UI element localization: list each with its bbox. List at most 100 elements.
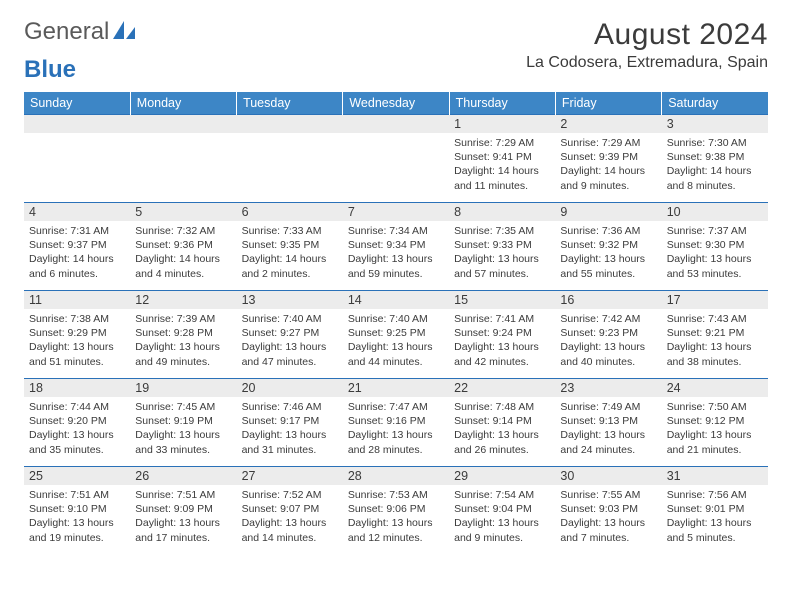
sunset-text: Sunset: 9:30 PM [667,238,763,252]
sunset-text: Sunset: 9:39 PM [560,150,656,164]
day-number: 23 [555,379,661,397]
daylight-text: Daylight: 13 hours and 12 minutes. [348,516,444,544]
sunset-text: Sunset: 9:33 PM [454,238,550,252]
day-number: 5 [130,203,236,221]
daylight-text: Daylight: 13 hours and 49 minutes. [135,340,231,368]
sunset-text: Sunset: 9:03 PM [560,502,656,516]
day-info: Sunrise: 7:34 AMSunset: 9:34 PMDaylight:… [343,221,449,284]
sunrise-text: Sunrise: 7:53 AM [348,488,444,502]
day-number: 28 [343,467,449,485]
calendar-day-cell: 31Sunrise: 7:56 AMSunset: 9:01 PMDayligh… [662,467,768,555]
day-header: Saturday [662,92,768,115]
sunrise-text: Sunrise: 7:35 AM [454,224,550,238]
sunset-text: Sunset: 9:41 PM [454,150,550,164]
day-number: 19 [130,379,236,397]
daylight-text: Daylight: 13 hours and 21 minutes. [667,428,763,456]
day-info: Sunrise: 7:45 AMSunset: 9:19 PMDaylight:… [130,397,236,460]
sunrise-text: Sunrise: 7:37 AM [667,224,763,238]
calendar-day-cell: 29Sunrise: 7:54 AMSunset: 9:04 PMDayligh… [449,467,555,555]
calendar-body: 1Sunrise: 7:29 AMSunset: 9:41 PMDaylight… [24,115,768,555]
calendar-day-cell [343,115,449,203]
calendar-day-cell: 7Sunrise: 7:34 AMSunset: 9:34 PMDaylight… [343,203,449,291]
sunrise-text: Sunrise: 7:51 AM [135,488,231,502]
sunrise-text: Sunrise: 7:46 AM [242,400,338,414]
day-info: Sunrise: 7:52 AMSunset: 9:07 PMDaylight:… [237,485,343,548]
daylight-text: Daylight: 13 hours and 33 minutes. [135,428,231,456]
calendar-day-cell: 28Sunrise: 7:53 AMSunset: 9:06 PMDayligh… [343,467,449,555]
sunset-text: Sunset: 9:32 PM [560,238,656,252]
day-info: Sunrise: 7:42 AMSunset: 9:23 PMDaylight:… [555,309,661,372]
day-number: 10 [662,203,768,221]
daylight-text: Daylight: 13 hours and 26 minutes. [454,428,550,456]
day-info: Sunrise: 7:30 AMSunset: 9:38 PMDaylight:… [662,133,768,196]
day-number: 16 [555,291,661,309]
daylight-text: Daylight: 13 hours and 35 minutes. [29,428,125,456]
day-number: 17 [662,291,768,309]
location: La Codosera, Extremadura, Spain [526,54,768,72]
sunset-text: Sunset: 9:38 PM [667,150,763,164]
daylight-text: Daylight: 13 hours and 5 minutes. [667,516,763,544]
calendar-week-row: 25Sunrise: 7:51 AMSunset: 9:10 PMDayligh… [24,467,768,555]
daylight-text: Daylight: 13 hours and 59 minutes. [348,252,444,280]
day-info: Sunrise: 7:50 AMSunset: 9:12 PMDaylight:… [662,397,768,460]
sunset-text: Sunset: 9:13 PM [560,414,656,428]
calendar-week-row: 18Sunrise: 7:44 AMSunset: 9:20 PMDayligh… [24,379,768,467]
day-info: Sunrise: 7:53 AMSunset: 9:06 PMDaylight:… [343,485,449,548]
day-number: 15 [449,291,555,309]
calendar-day-cell: 3Sunrise: 7:30 AMSunset: 9:38 PMDaylight… [662,115,768,203]
sunset-text: Sunset: 9:28 PM [135,326,231,340]
sunset-text: Sunset: 9:35 PM [242,238,338,252]
daylight-text: Daylight: 14 hours and 8 minutes. [667,164,763,192]
day-number: 22 [449,379,555,397]
sunset-text: Sunset: 9:29 PM [29,326,125,340]
daylight-text: Daylight: 13 hours and 24 minutes. [560,428,656,456]
daylight-text: Daylight: 13 hours and 51 minutes. [29,340,125,368]
day-info: Sunrise: 7:51 AMSunset: 9:09 PMDaylight:… [130,485,236,548]
day-info: Sunrise: 7:37 AMSunset: 9:30 PMDaylight:… [662,221,768,284]
sunrise-text: Sunrise: 7:52 AM [242,488,338,502]
calendar-week-row: 4Sunrise: 7:31 AMSunset: 9:37 PMDaylight… [24,203,768,291]
calendar-day-cell [237,115,343,203]
day-number: 27 [237,467,343,485]
day-number: 7 [343,203,449,221]
day-header: Friday [555,92,661,115]
day-number: 30 [555,467,661,485]
sunset-text: Sunset: 9:19 PM [135,414,231,428]
logo-text-2: Blue [24,56,76,84]
calendar-week-row: 11Sunrise: 7:38 AMSunset: 9:29 PMDayligh… [24,291,768,379]
daylight-text: Daylight: 13 hours and 19 minutes. [29,516,125,544]
daylight-text: Daylight: 13 hours and 42 minutes. [454,340,550,368]
daylight-text: Daylight: 13 hours and 47 minutes. [242,340,338,368]
calendar-day-cell: 18Sunrise: 7:44 AMSunset: 9:20 PMDayligh… [24,379,130,467]
sunrise-text: Sunrise: 7:55 AM [560,488,656,502]
calendar-day-cell: 25Sunrise: 7:51 AMSunset: 9:10 PMDayligh… [24,467,130,555]
sunset-text: Sunset: 9:06 PM [348,502,444,516]
sunrise-text: Sunrise: 7:33 AM [242,224,338,238]
day-header: Wednesday [343,92,449,115]
sunrise-text: Sunrise: 7:56 AM [667,488,763,502]
sunrise-text: Sunrise: 7:48 AM [454,400,550,414]
calendar-table: Sunday Monday Tuesday Wednesday Thursday… [24,92,768,555]
sunrise-text: Sunrise: 7:43 AM [667,312,763,326]
sunset-text: Sunset: 9:14 PM [454,414,550,428]
month-title: August 2024 [526,18,768,52]
day-number: 8 [449,203,555,221]
logo: General [24,18,137,46]
sunset-text: Sunset: 9:36 PM [135,238,231,252]
sunset-text: Sunset: 9:21 PM [667,326,763,340]
day-info: Sunrise: 7:40 AMSunset: 9:25 PMDaylight:… [343,309,449,372]
sunrise-text: Sunrise: 7:40 AM [348,312,444,326]
day-number: 25 [24,467,130,485]
calendar-page: General August 2024 La Codosera, Extrema… [0,0,792,567]
day-header: Monday [130,92,236,115]
day-number: 18 [24,379,130,397]
sunset-text: Sunset: 9:07 PM [242,502,338,516]
day-number: 29 [449,467,555,485]
day-header: Tuesday [237,92,343,115]
day-number: 9 [555,203,661,221]
sunrise-text: Sunrise: 7:29 AM [454,136,550,150]
day-info: Sunrise: 7:44 AMSunset: 9:20 PMDaylight:… [24,397,130,460]
sunrise-text: Sunrise: 7:39 AM [135,312,231,326]
day-info: Sunrise: 7:54 AMSunset: 9:04 PMDaylight:… [449,485,555,548]
calendar-day-cell: 16Sunrise: 7:42 AMSunset: 9:23 PMDayligh… [555,291,661,379]
